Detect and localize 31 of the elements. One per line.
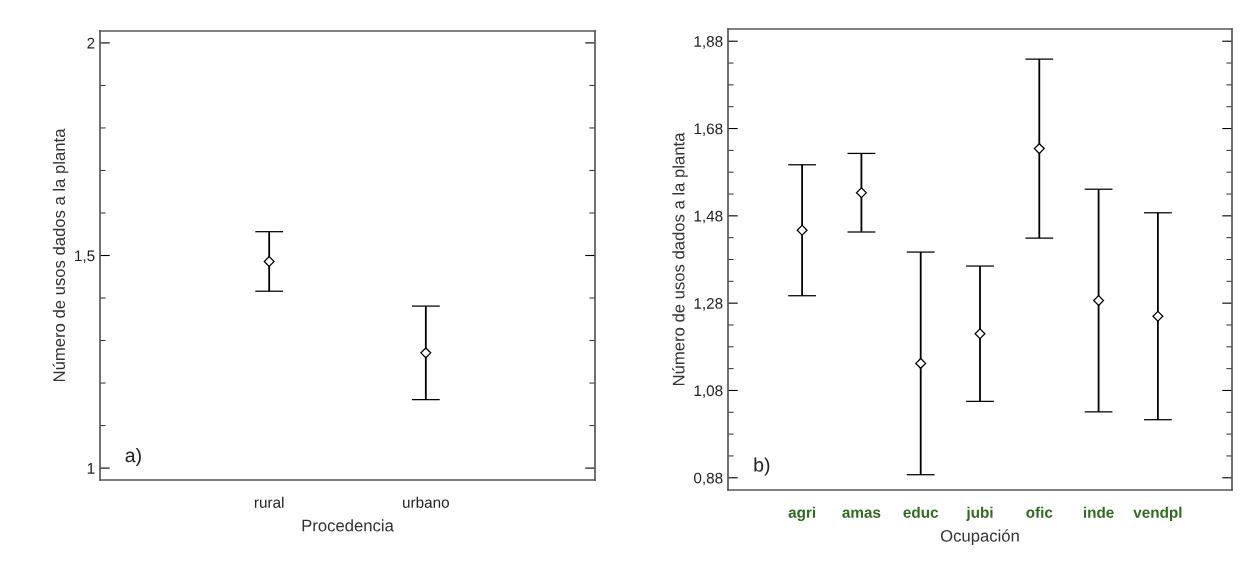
point bbox=[915, 357, 927, 369]
point bbox=[1093, 295, 1105, 307]
x-tick-label: jubi bbox=[966, 506, 993, 521]
point bbox=[796, 224, 808, 236]
x-tick-label: ofic bbox=[1026, 506, 1053, 518]
y-tick-label: 1,68 bbox=[694, 123, 723, 137]
x-tick-label: vendpl bbox=[1133, 506, 1182, 521]
y-tick-label: 1,88 bbox=[694, 36, 723, 49]
y-tick-label: 1,5 bbox=[75, 250, 95, 263]
x-axis-title: Ocupación bbox=[940, 529, 1019, 546]
y-tick-label: 1,28 bbox=[694, 298, 723, 311]
y-tick-label: 1,48 bbox=[694, 210, 723, 224]
y-tick-label: 1,08 bbox=[694, 385, 723, 398]
point bbox=[855, 187, 867, 199]
x-tick-label: inde bbox=[1083, 506, 1114, 518]
point bbox=[974, 328, 986, 340]
y-tick-label: 2 bbox=[87, 37, 95, 49]
y-axis-title: Número de usos dados a la planta bbox=[52, 128, 69, 382]
x-tick-label: amas bbox=[842, 509, 881, 518]
point bbox=[1152, 310, 1164, 322]
x-axis-title: Procedencia bbox=[302, 519, 394, 532]
point bbox=[1033, 143, 1045, 155]
x-tick-label: agri bbox=[788, 506, 816, 521]
annotation: b) bbox=[754, 457, 770, 476]
x-tick-label: urbano bbox=[403, 496, 449, 508]
x-tick-label: educ bbox=[903, 506, 939, 518]
y-tick-label: 1 bbox=[87, 463, 95, 474]
x-tick-label: rural bbox=[254, 496, 284, 508]
annotation: a) bbox=[125, 447, 141, 467]
y-tick-label: 0,88 bbox=[694, 472, 723, 486]
y-axis-title: Número de usos dados a la planta bbox=[672, 132, 688, 386]
